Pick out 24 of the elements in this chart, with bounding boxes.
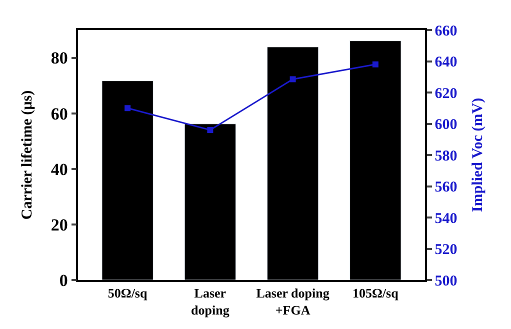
y2-tick-label: 620 (434, 86, 458, 102)
point (290, 76, 296, 82)
y2-tick-label: 660 (434, 23, 458, 40)
y-tick-label: 0 (59, 270, 68, 290)
y2-tick-label: 580 (434, 148, 458, 164)
y2-tick-label: 640 (434, 54, 458, 70)
x-tick-label: Laser doping +FGA (256, 285, 330, 318)
y-tick-label: 20 (50, 215, 68, 234)
y2-tick-label: 600 (434, 117, 458, 133)
x-tick-label: 105Ω/sq (352, 285, 400, 300)
y2-tick-label: 540 (434, 210, 458, 227)
y-tick-label: 80 (50, 48, 68, 68)
point (124, 105, 131, 112)
y2-tick-label: 560 (434, 180, 458, 196)
y-tick-label: 60 (50, 104, 68, 124)
y2-tick-label: 500 (434, 273, 458, 290)
y2-tick-label: 520 (434, 242, 458, 258)
point (207, 127, 214, 133)
y2-axis-title: Implied Voc (mV) (470, 98, 486, 212)
y-tick-label: 40 (50, 160, 68, 179)
x-tick-label: Laser doping (191, 285, 230, 318)
x-tick-label: 50Ω/sq (108, 285, 148, 300)
point (372, 61, 378, 68)
y-axis-title: Carrier lifetime (µs) (20, 90, 36, 220)
